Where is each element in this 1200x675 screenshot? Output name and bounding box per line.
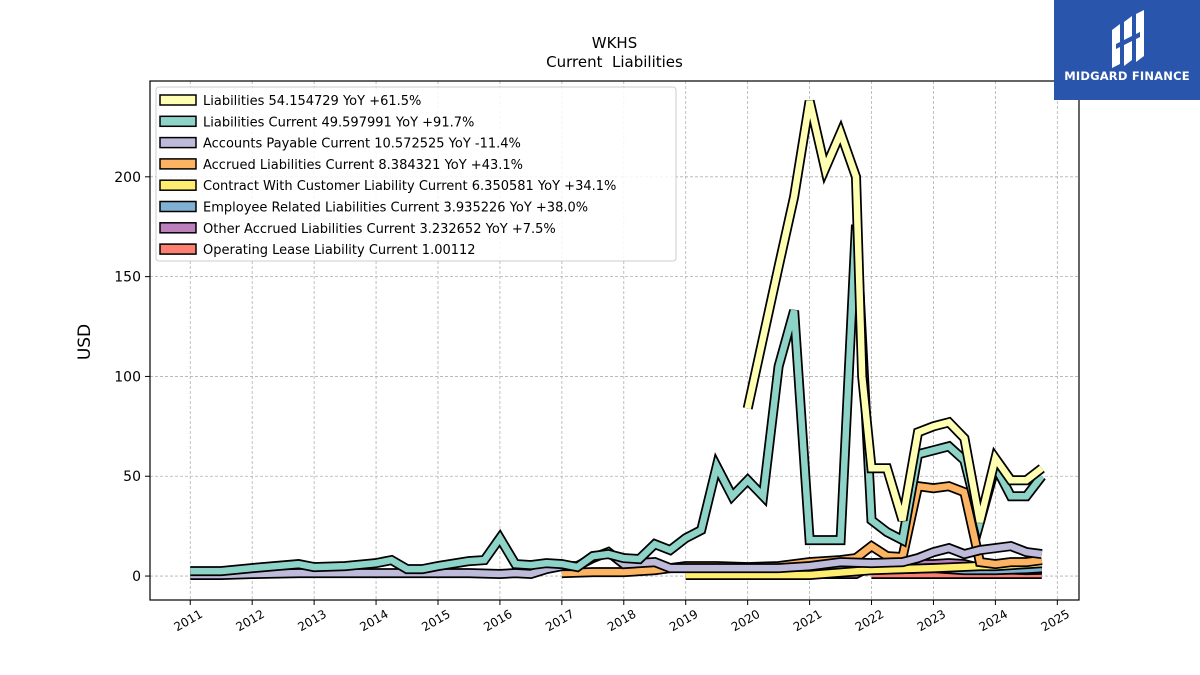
plot-frame	[149, 80, 1080, 601]
legend-swatch	[159, 222, 197, 234]
brand-name: MIDGARD FINANCE	[1064, 69, 1190, 83]
x-tick-label: 2017	[543, 607, 576, 634]
x-tick-label: 2023	[915, 607, 948, 634]
legend-entry: Other Accrued Liabilities Current 3.2326…	[203, 222, 556, 237]
x-tick-label: 2015	[419, 607, 452, 634]
legend-entry: Accounts Payable Current 10.572525 YoY -…	[203, 137, 521, 152]
x-tick-label: 2022	[853, 607, 886, 634]
x-tick-label: 2018	[605, 607, 638, 634]
x-tick-label: 2013	[295, 607, 328, 634]
legend-swatch	[159, 243, 197, 255]
series-lines	[190, 99, 1046, 580]
y-tick-label: 150	[114, 270, 141, 286]
y-tick-label: 100	[114, 369, 141, 385]
legend-swatch	[159, 115, 197, 128]
y-tick-label: 200	[114, 170, 141, 186]
chart-subtitle: Current Liabilities	[546, 53, 683, 71]
legend-swatch	[159, 94, 197, 106]
legend: Liabilities 54.154729 YoY +61.5% Liabilit…	[155, 86, 677, 262]
legend-swatch	[159, 158, 197, 170]
x-tick-label: 2011	[172, 607, 205, 634]
legend-entry: Liabilities Current 49.597991 YoY +91.7%	[203, 115, 474, 130]
y-axis-label: USD	[75, 324, 95, 360]
x-tick-label: 2024	[977, 607, 1010, 634]
legend-swatch	[159, 200, 197, 213]
legend-entry: Contract With Customer Liability Current…	[203, 179, 616, 194]
legend-swatch	[159, 179, 197, 191]
x-tick-label: 2019	[667, 607, 700, 634]
x-tick-label: 2014	[357, 607, 390, 634]
legend-entry: Accrued Liabilities Current 8.384321 YoY…	[203, 158, 523, 173]
y-tick-label: 0	[132, 569, 141, 585]
brand-logo: MIDGARD FINANCE	[1054, 0, 1200, 100]
legend-entry: Liabilities 54.154729 YoY +61.5%	[203, 94, 421, 109]
x-tick-label: 2021	[791, 607, 824, 634]
y-tick-label: 50	[123, 469, 141, 485]
x-tick-label: 2016	[481, 607, 514, 634]
x-tick-label: 2020	[729, 607, 762, 634]
series-line	[744, 100, 1044, 523]
midgard-logo-icon	[1112, 10, 1144, 68]
x-tick-label: 2025	[1039, 607, 1072, 634]
legend-swatch	[159, 136, 197, 149]
legend-frame	[155, 86, 677, 262]
chart-title: WKHS	[592, 34, 637, 52]
x-tick-label: 2012	[233, 607, 266, 634]
legend-entry: Employee Related Liabilities Current 3.9…	[203, 201, 588, 216]
legend-entry: Operating Lease Liability Current 1.0011…	[203, 243, 476, 258]
